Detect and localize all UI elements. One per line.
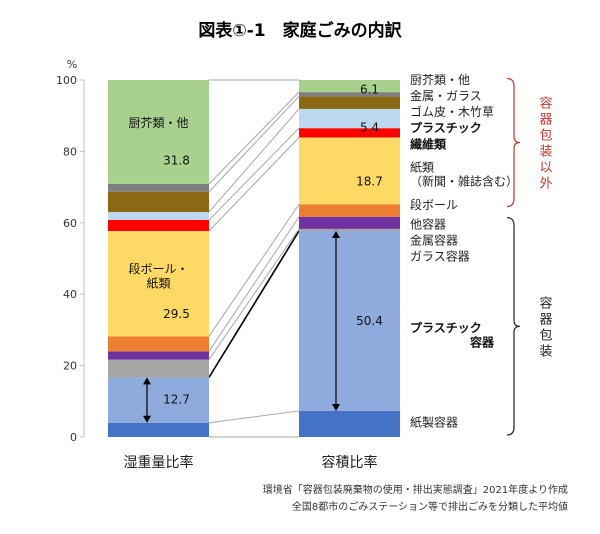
y-tick-label-40: 40 <box>63 288 77 301</box>
right-bar-value-3: 50.4 <box>356 314 383 328</box>
left-bar-label-5: 12.7 <box>163 393 190 407</box>
arrow-right-plastic-head-bottom <box>332 403 340 411</box>
category-label-0: 湿重量比率 <box>124 454 194 471</box>
arrow-right-plastic-head-top <box>332 231 340 239</box>
group-label-other-char-5: 外 <box>539 176 552 191</box>
group-label-container-char-1: 器 <box>539 312 552 327</box>
stacked-bars <box>108 80 400 437</box>
left-bar-label-4: 29.5 <box>163 307 190 321</box>
connector-lines <box>208 79 300 438</box>
bar-segment-paper-0 <box>108 231 209 337</box>
left-bar-label-0: 厨芥類・他 <box>128 116 188 130</box>
chart-title: 図表①-1 家庭ごみの内訳 <box>198 20 402 41</box>
source-line-1: 環境省「容器包装廃棄物の使用・排出実態調査」2021年度より作成 <box>263 483 568 496</box>
connector-line-8 <box>208 108 300 213</box>
y-tick-label-20: 20 <box>63 360 77 373</box>
bar-segment-rubber_wood-1 <box>299 108 400 129</box>
right-label-4: 繊維類 <box>410 136 447 151</box>
group-label-container-char-3: 装 <box>539 344 552 359</box>
group-label-other-char-2: 包 <box>539 128 552 143</box>
right-label-1: 金属・ガラス <box>410 88 482 103</box>
right-label-11: プラスチック <box>410 320 482 335</box>
bar-segment-cardboard-0 <box>108 336 209 352</box>
right-label-7: 段ボール <box>410 197 458 212</box>
right-label-0: 厨芥類・他 <box>410 73 470 87</box>
left-bar-label-3: 紙類 <box>146 275 170 290</box>
y-tick-label-80: 80 <box>63 145 77 158</box>
bar-segment-glass_metal_other-0 <box>108 359 209 378</box>
arrow-left-plastic-head-bottom <box>143 415 151 423</box>
bracket-other <box>506 77 521 208</box>
bar-segment-metal_glass-0 <box>108 191 209 213</box>
connector-line-2 <box>208 230 300 378</box>
bar-segment-rubber_wood-0 <box>108 212 209 220</box>
bar-segment-small-1 <box>299 92 400 97</box>
bar-segment-glass_metal_other-1 <box>299 228 400 232</box>
bar-segment-paper_container-0 <box>108 422 209 437</box>
y-tick-label-60: 60 <box>63 217 77 230</box>
group-label-container-char-0: 容 <box>539 295 552 311</box>
bar-segment-small-0 <box>108 183 209 192</box>
connector-line-10 <box>208 91 300 185</box>
annotations: 厨芥類・他 31.8 段ボール・紙類 29.5 12.7 6.1 5.4 18.7 50.4 <box>128 82 383 423</box>
bar-segment-other_container-1 <box>299 216 400 229</box>
left-bar-label-2: 段ボール・ <box>128 261 188 276</box>
right-label-6: （新聞・雑誌含む） <box>410 174 518 189</box>
y-tick-label-0: 0 <box>70 431 77 444</box>
bar-segment-other_container-0 <box>108 351 209 360</box>
right-label-12: 容器 <box>469 334 495 349</box>
group-label-other-char-3: 装 <box>539 144 552 159</box>
category-labels: 湿重量比率 容積比率 <box>124 454 378 471</box>
bar-segment-metal_glass-1 <box>299 96 400 109</box>
bar-segment-plastic_fiber-0 <box>108 219 209 232</box>
bar-segment-plastic_fiber-1 <box>299 128 400 138</box>
arrow-left-plastic-head-top <box>143 377 151 385</box>
right-label-2: ゴム皮・木竹草 <box>410 104 494 119</box>
right-label-13: 紙製容器 <box>410 415 458 430</box>
connector-line-4 <box>208 216 300 352</box>
right-label-10: ガラス容器 <box>410 249 470 264</box>
bar-segment-plastic_container-0 <box>108 377 209 423</box>
connector-line-6 <box>208 137 300 232</box>
group-label-container-char-2: 包 <box>539 328 552 343</box>
right-label-5: 紙類 <box>410 159 434 174</box>
y-axis-unit: % <box>67 58 77 71</box>
right-label-8: 他容器 <box>410 217 446 232</box>
bracket-container <box>506 217 521 436</box>
connector-line-1 <box>208 410 300 424</box>
right-bar-value-1: 5.4 <box>360 120 379 134</box>
group-label-other-char-1: 器 <box>539 112 552 127</box>
right-label-3: プラスチック <box>410 120 482 135</box>
category-label-1: 容積比率 <box>322 454 378 471</box>
bar-segment-paper_container-1 <box>299 410 400 437</box>
connector-line-3 <box>208 228 300 360</box>
connector-line-5 <box>208 203 300 337</box>
left-bar-label-1: 31.8 <box>163 153 190 167</box>
bar-segment-plastic_container-1 <box>299 231 400 411</box>
connector-line-9 <box>208 96 300 193</box>
bar-segment-cardboard-1 <box>299 204 400 217</box>
right-bar-value-0: 6.1 <box>360 82 379 96</box>
group-label-other-char-0: 容 <box>539 95 552 111</box>
right-bar-value-2: 18.7 <box>356 175 383 189</box>
group-label-other-char-4: 以 <box>539 160 552 175</box>
right-label-9: 金属容器 <box>410 233 458 248</box>
bar-segment-kitchen-1 <box>299 80 400 93</box>
bar-segment-kitchen-0 <box>108 80 209 184</box>
source-line-2: 全国8都市のごみステーション等で排出ごみを分類した平均値 <box>292 500 568 513</box>
y-tick-label-100: 100 <box>56 74 77 87</box>
y-axis: 0 20 40 60 80 100% <box>56 58 85 444</box>
bar-segment-paper-1 <box>299 137 400 205</box>
connector-line-7 <box>208 127 300 221</box>
